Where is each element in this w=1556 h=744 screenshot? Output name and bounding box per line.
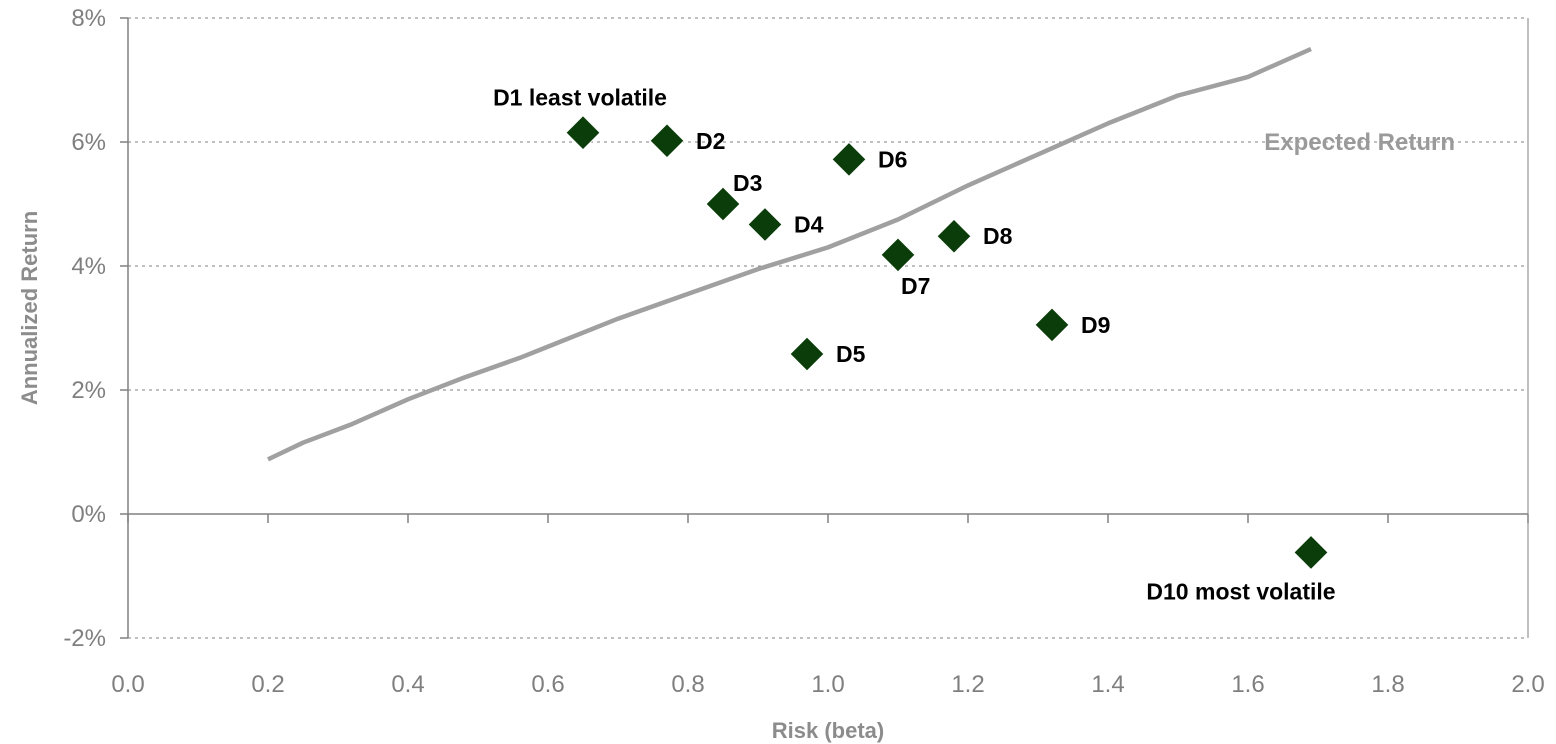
x-axis-title: Risk (beta) xyxy=(772,718,884,743)
x-tick-label: 0.0 xyxy=(111,671,144,698)
point-label: D9 xyxy=(1081,312,1110,338)
point-label: D6 xyxy=(878,146,907,172)
x-tick-label: 1.6 xyxy=(1231,671,1264,698)
x-tick-label: 1.4 xyxy=(1091,671,1124,698)
x-tick-label: 0.2 xyxy=(251,671,284,698)
x-tick-label: 0.4 xyxy=(391,671,424,698)
data-point-d5 xyxy=(789,336,825,372)
y-axis-title: Annualized Return xyxy=(17,211,42,405)
y-tick-label: 4% xyxy=(71,253,106,280)
point-label: D10 most volatile xyxy=(1146,578,1335,604)
x-tick-label: 0.8 xyxy=(671,671,704,698)
point-label: D4 xyxy=(794,211,824,237)
point-label: D8 xyxy=(983,223,1013,249)
point-label: D7 xyxy=(901,273,930,299)
point-label: D5 xyxy=(836,341,866,367)
x-tick-label: 1.2 xyxy=(951,671,984,698)
data-point-d6 xyxy=(831,141,867,178)
x-tick-label: 2.0 xyxy=(1511,671,1544,698)
data-point-d3 xyxy=(705,186,741,222)
x-tick-label: 0.6 xyxy=(531,671,564,698)
data-point-d9 xyxy=(1034,307,1070,343)
point-label: D2 xyxy=(696,128,725,154)
data-point-d7 xyxy=(880,237,916,273)
expected-return-line-group: Expected Return xyxy=(267,46,1455,462)
data-points xyxy=(565,114,1329,571)
data-point-d4 xyxy=(747,206,783,243)
y-axis-ticks: -2% 0% 2% 4% 6% 8% xyxy=(63,5,128,652)
x-tick-label: 1.0 xyxy=(811,671,844,698)
data-point-d10 xyxy=(1293,534,1329,571)
x-tick-label: 1.8 xyxy=(1371,671,1404,698)
expected-return-line xyxy=(267,46,1312,462)
y-tick-label: 8% xyxy=(71,5,106,32)
point-labels: D1 least volatile D2 D3 D4 D5 D6 D7 D8 D9 D10 mos… xyxy=(493,85,1336,605)
y-tick-label: 2% xyxy=(71,377,106,404)
point-label: D3 xyxy=(733,170,762,196)
x-axis-ticks: 0.0 0.2 0.4 0.6 0.8 1.0 1.2 1.4 1.6 1.8 2.0 xyxy=(111,514,1545,698)
y-tick-label: 0% xyxy=(71,501,106,528)
point-label: D1 least volatile xyxy=(493,85,667,111)
y-tick-label: -2% xyxy=(63,625,106,652)
series-label-expected-return: Expected Return xyxy=(1264,129,1455,156)
data-point-d8 xyxy=(936,218,972,254)
gridlines xyxy=(128,17,1528,639)
data-point-d2 xyxy=(649,123,685,159)
y-tick-label: 6% xyxy=(71,129,106,156)
data-point-d1 xyxy=(565,114,601,151)
